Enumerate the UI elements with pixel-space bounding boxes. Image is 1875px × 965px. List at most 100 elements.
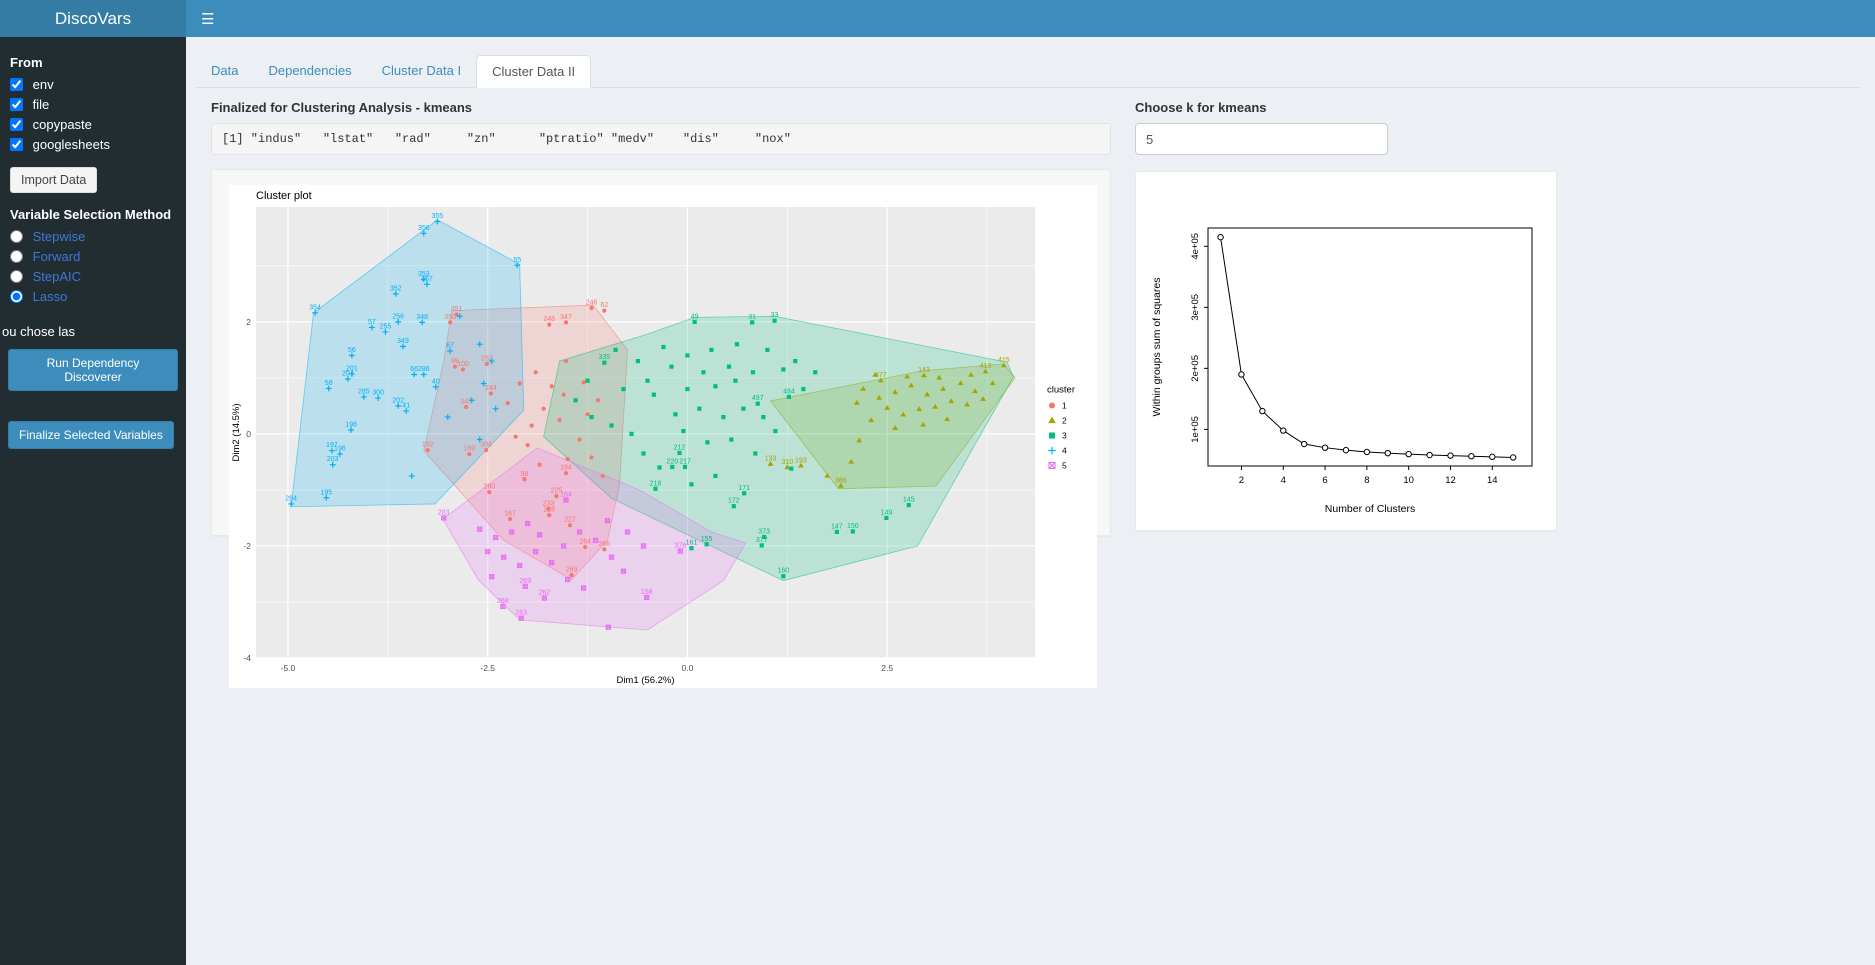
svg-text:1: 1: [1062, 401, 1067, 411]
svg-text:285: 285: [358, 388, 370, 395]
svg-text:133: 133: [765, 456, 777, 463]
svg-text:263: 263: [515, 610, 527, 617]
svg-text:184: 184: [560, 465, 572, 472]
svg-text:262: 262: [539, 590, 551, 597]
svg-text:268: 268: [497, 598, 509, 605]
svg-text:0.0: 0.0: [682, 663, 694, 673]
method-radio-lasso[interactable]: [10, 290, 23, 303]
method-option-stepwise[interactable]: Stepwise: [10, 229, 176, 244]
method-option-lasso[interactable]: Lasso: [10, 289, 176, 304]
svg-text:49: 49: [691, 313, 699, 320]
from-label: From: [10, 55, 43, 70]
svg-text:66: 66: [410, 366, 418, 373]
svg-text:352: 352: [390, 285, 402, 292]
method-radio-stepwise[interactable]: [10, 230, 23, 243]
svg-text:171: 171: [738, 485, 750, 492]
svg-text:349: 349: [397, 338, 409, 345]
svg-text:415: 415: [998, 357, 1010, 364]
tab-data[interactable]: Data: [211, 63, 239, 78]
svg-text:350: 350: [444, 314, 456, 321]
sidebar-toggle-icon[interactable]: ☰: [201, 10, 215, 28]
svg-text:cluster: cluster: [1047, 385, 1075, 396]
svg-text:145: 145: [903, 497, 915, 504]
main-area: Data Dependencies Cluster Data I Cluster…: [186, 37, 1875, 965]
source-option-copypaste[interactable]: copypaste: [10, 117, 176, 132]
svg-text:347: 347: [560, 314, 572, 321]
svg-text:10: 10: [1403, 475, 1414, 486]
navbar: ☰: [186, 0, 1875, 37]
svg-text:40: 40: [432, 378, 440, 385]
import-data-button[interactable]: Import Data: [10, 167, 98, 193]
svg-text:2e+05: 2e+05: [1190, 355, 1201, 382]
svg-text:220: 220: [666, 458, 678, 465]
kmeans-column: Choose k for kmeans 2 4 6 8 10 12 14 1e+05 2e+05…: [1135, 100, 1557, 531]
svg-text:378: 378: [674, 542, 686, 549]
source-label-env: env: [32, 77, 54, 92]
svg-text:280: 280: [483, 484, 495, 491]
source-label-copypaste: copypaste: [32, 117, 92, 132]
svg-text:62: 62: [600, 302, 608, 309]
finalized-variables-output: [1] "indus" "lstat" "rad" "zn" "ptratio"…: [211, 123, 1111, 155]
source-option-env[interactable]: env: [10, 77, 176, 92]
svg-text:2: 2: [1239, 475, 1244, 486]
svg-text:255: 255: [380, 323, 392, 330]
svg-text:31: 31: [748, 314, 756, 321]
svg-text:2.5: 2.5: [881, 663, 893, 673]
svg-text:283: 283: [438, 509, 450, 516]
svg-text:354: 354: [309, 304, 321, 311]
svg-text:212: 212: [674, 444, 686, 451]
method-radio-stepaic[interactable]: [10, 270, 23, 283]
run-dependency-discoverer-button[interactable]: Run Dependency Discoverer: [8, 349, 178, 391]
method-label-forward: Forward: [32, 249, 81, 264]
svg-text:264: 264: [579, 539, 591, 546]
svg-text:-4: -4: [243, 653, 251, 663]
svg-text:56: 56: [348, 347, 356, 354]
source-option-googlesheets[interactable]: googlesheets: [10, 137, 176, 152]
svg-text:195: 195: [320, 489, 332, 496]
method-label-stepaic: StepAIC: [32, 269, 82, 284]
sidebar: From env file copypaste googlesheets Imp…: [0, 37, 186, 965]
svg-text:Dim1 (56.2%): Dim1 (56.2%): [616, 675, 674, 686]
svg-text:172: 172: [728, 498, 740, 505]
svg-text:366: 366: [835, 478, 847, 485]
svg-text:Within groups sum of squares: Within groups sum of squares: [1151, 278, 1163, 417]
svg-text:57: 57: [368, 319, 376, 326]
svg-text:351: 351: [451, 306, 463, 313]
svg-text:253: 253: [481, 355, 493, 362]
method-option-stepaic[interactable]: StepAIC: [10, 269, 176, 284]
tab-cluster-data-1[interactable]: Cluster Data I: [381, 63, 462, 78]
svg-text:8: 8: [1364, 475, 1369, 486]
svg-text:203: 203: [327, 456, 339, 463]
source-checkbox-googlesheets[interactable]: [10, 138, 23, 151]
svg-text:4e+05: 4e+05: [1190, 233, 1201, 260]
svg-text:1e+05: 1e+05: [1190, 416, 1201, 443]
source-option-file[interactable]: file: [10, 97, 176, 112]
elbow-plot: 2 4 6 8 10 12 14 1e+05 2e+05 3e+05 4e+05 Number of …: [1151, 227, 1533, 515]
source-checkbox-copypaste[interactable]: [10, 118, 23, 131]
tab-dependencies[interactable]: Dependencies: [268, 63, 352, 78]
source-label-googlesheets: googlesheets: [32, 137, 110, 152]
source-checkbox-file[interactable]: [10, 98, 23, 111]
svg-text:3e+05: 3e+05: [1190, 294, 1201, 321]
source-checkbox-env[interactable]: [10, 78, 23, 91]
svg-text:355: 355: [432, 213, 444, 220]
svg-text:143: 143: [918, 367, 930, 374]
svg-text:164: 164: [560, 492, 572, 499]
finalize-selected-variables-button[interactable]: Finalize Selected Variables: [8, 421, 174, 449]
svg-text:6: 6: [1322, 475, 1327, 486]
svg-text:4: 4: [1062, 446, 1067, 456]
svg-text:-5.0: -5.0: [281, 663, 296, 673]
k-input[interactable]: [1135, 123, 1388, 155]
chosen-method-text: ou chose las: [2, 324, 75, 339]
elbow-plot-card: 2 4 6 8 10 12 14 1e+05 2e+05 3e+05 4e+05 Number of …: [1135, 171, 1557, 531]
method-radio-forward[interactable]: [10, 250, 23, 263]
svg-text:304: 304: [480, 442, 492, 449]
svg-text:155: 155: [701, 536, 713, 543]
header: DiscoVars ☰: [0, 0, 1875, 37]
svg-text:348: 348: [416, 314, 428, 321]
svg-text:256: 256: [392, 313, 404, 320]
svg-text:269: 269: [566, 567, 578, 574]
tab-cluster-data-2[interactable]: Cluster Data II: [476, 55, 592, 88]
method-option-forward[interactable]: Forward: [10, 249, 176, 264]
